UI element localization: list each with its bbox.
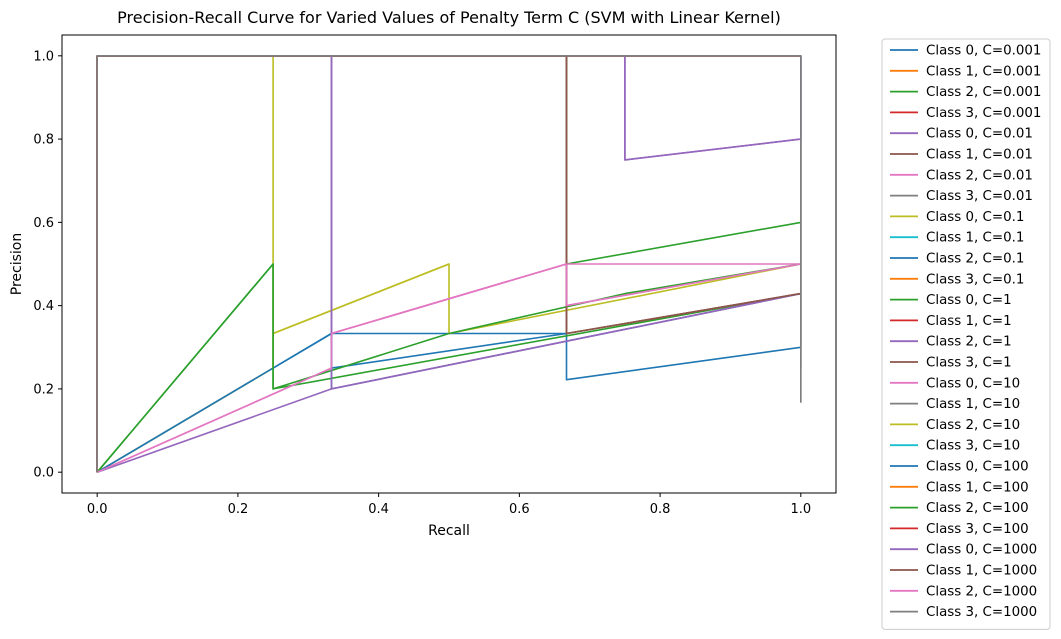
y-tick-label: 0.8 xyxy=(33,133,54,148)
legend-label: Class 2, C=10 xyxy=(926,418,1020,433)
legend-label: Class 0, C=1 xyxy=(926,293,1012,308)
legend-label: Class 1, C=0.1 xyxy=(926,231,1024,246)
y-tick-label: 0.4 xyxy=(33,299,54,314)
legend-box xyxy=(881,38,1051,630)
y-tick-label: 1.0 xyxy=(33,49,54,64)
legend-label: Class 0, C=100 xyxy=(926,460,1029,475)
x-axis: 0.0 0.2 0.4 0.6 0.8 1.0 xyxy=(87,493,811,517)
y-tick-label: 0.2 xyxy=(33,382,54,397)
y-axis: 0.0 0.2 0.4 0.6 0.8 1.0 xyxy=(33,49,62,481)
plot-border xyxy=(61,34,837,494)
legend-label: Class 1, C=10 xyxy=(926,397,1020,412)
x-tick-label: 0.2 xyxy=(228,502,249,517)
legend-label: Class 2, C=1 xyxy=(926,335,1012,350)
legend-label: Class 3, C=100 xyxy=(926,522,1029,537)
legend-label: Class 3, C=1000 xyxy=(926,605,1037,620)
legend-label: Class 3, C=0.001 xyxy=(926,106,1041,121)
series-line-27 xyxy=(96,54,802,473)
legend-label: Class 3, C=0.01 xyxy=(926,189,1033,204)
legend: Class 0, C=0.001 Class 1, C=0.001 Class 2,… xyxy=(881,38,1051,630)
legend-label: Class 0, C=0.01 xyxy=(926,127,1033,142)
y-tick-label: 0.0 xyxy=(33,466,54,481)
legend-label: Class 0, C=0.001 xyxy=(926,44,1041,59)
chart-title: Precision-Recall Curve for Varied Values… xyxy=(117,8,781,27)
legend-label: Class 0, C=1000 xyxy=(926,543,1037,558)
legend-label: Class 1, C=100 xyxy=(926,480,1029,495)
x-tick-label: 0.8 xyxy=(650,502,671,517)
x-axis-label: Recall xyxy=(428,523,470,539)
x-tick-label: 0.0 xyxy=(87,502,108,517)
x-tick-label: 0.6 xyxy=(509,502,530,517)
legend-label: Class 2, C=1000 xyxy=(926,584,1037,599)
x-tick-label: 1.0 xyxy=(790,502,811,517)
legend-label: Class 2, C=0.1 xyxy=(926,252,1024,267)
legend-label: Class 1, C=1000 xyxy=(926,564,1037,579)
legend-label: Class 2, C=0.001 xyxy=(926,85,1041,100)
legend-label: Class 1, C=1 xyxy=(926,314,1012,329)
series-line-22 xyxy=(96,263,801,473)
legend-label: Class 0, C=10 xyxy=(926,376,1020,391)
legend-label: Class 3, C=0.1 xyxy=(926,272,1024,287)
legend-label: Class 2, C=0.01 xyxy=(926,168,1033,183)
legend-label: Class 0, C=0.1 xyxy=(926,210,1024,225)
legend-label: Class 1, C=0.01 xyxy=(926,148,1033,163)
legend-label: Class 2, C=100 xyxy=(926,501,1029,516)
series-line-26 xyxy=(96,263,801,473)
y-tick-label: 0.6 xyxy=(33,216,54,231)
legend-label: Class 3, C=1 xyxy=(926,356,1012,371)
legend-label: Class 1, C=0.001 xyxy=(926,64,1041,79)
legend-label: Class 3, C=10 xyxy=(926,439,1020,454)
x-tick-label: 0.4 xyxy=(368,502,389,517)
y-axis-label: Precision xyxy=(9,233,25,295)
series-layer xyxy=(96,54,802,473)
